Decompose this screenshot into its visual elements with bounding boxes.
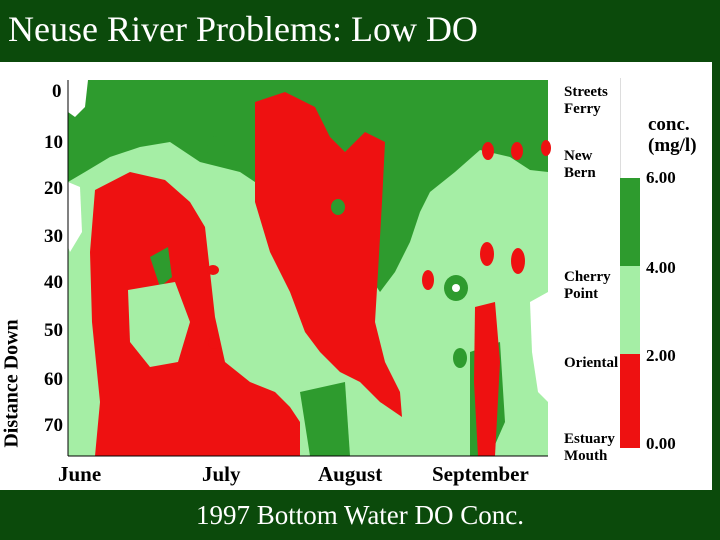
y-tick-10: 10	[44, 132, 63, 153]
legend-label-4: 4.00	[646, 258, 676, 277]
legend-bin-red	[620, 354, 640, 448]
station-new-bern: New Bern	[564, 148, 596, 181]
dark-green-spot-1	[207, 136, 225, 162]
dark-green-spot-4	[453, 348, 467, 368]
slide-caption: 1997 Bottom Water DO Conc.	[195, 500, 525, 530]
legend-bin-white	[620, 78, 641, 178]
legend-label-6: 6.00	[646, 168, 676, 187]
white-patch-topleft	[68, 80, 88, 117]
legend-label-2: 2.00	[646, 346, 676, 365]
legend-bin-light-green	[620, 266, 640, 354]
x-tick-june: June	[58, 462, 102, 486]
station-streets-ferry: Streets Ferry	[564, 84, 608, 117]
dark-green-bottom-band	[300, 382, 350, 456]
red-spot-7	[511, 248, 525, 274]
red-spot-4	[511, 142, 523, 160]
legend-bin-dark-green	[620, 178, 640, 266]
y-tick-40: 40	[44, 272, 63, 293]
white-spot	[452, 284, 460, 292]
red-region-central	[255, 92, 402, 417]
y-axis-label: Distance Down	[0, 319, 23, 448]
station-cherry-point: Cherry Point	[564, 269, 611, 302]
y-tick-70: 70	[44, 415, 63, 436]
light-green-inclusion	[128, 282, 190, 367]
y-tick-0: 0	[52, 81, 62, 102]
red-spot-3	[482, 142, 494, 160]
x-tick-july: July	[202, 462, 241, 486]
dark-green-spot-2	[331, 199, 345, 215]
y-tick-50: 50	[44, 320, 63, 341]
heatmap-plot	[67, 80, 551, 457]
y-tick-30: 30	[44, 226, 63, 247]
legend-title: conc. (mg/l)	[648, 114, 697, 156]
red-spot-2	[208, 337, 220, 349]
x-tick-september: September	[432, 462, 529, 486]
chart-panel: Distance Down 0 10 20 30 40 50 60 70 Jun…	[0, 62, 712, 490]
red-region-west	[90, 172, 300, 456]
red-region-east	[474, 302, 500, 456]
station-oriental: Oriental	[564, 355, 619, 371]
red-spot-1	[207, 265, 219, 275]
y-tick-20: 20	[44, 178, 63, 199]
white-patch-left	[68, 182, 82, 252]
y-tick-60: 60	[44, 369, 63, 390]
slide-title: Neuse River Problems: Low DO	[8, 9, 478, 49]
legend-label-0: 0.00	[646, 434, 676, 453]
red-spot-5	[541, 140, 551, 156]
white-patch-right	[530, 292, 548, 402]
red-spot-8	[422, 270, 434, 290]
x-tick-august: August	[318, 462, 383, 486]
station-estuary-mouth: Estuary Mouth	[564, 431, 615, 464]
red-spot-6	[480, 242, 494, 266]
dark-green-inclusion	[150, 247, 172, 287]
